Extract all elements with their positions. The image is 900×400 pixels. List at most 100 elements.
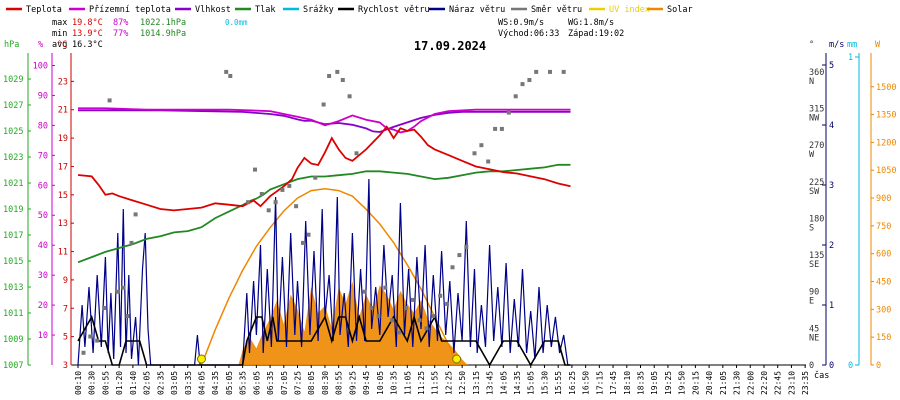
pressure-tick-label: 1021 <box>3 179 23 189</box>
direction-point <box>464 244 469 249</box>
time-tick-label: 14:35 <box>513 371 522 395</box>
direction-point <box>561 69 566 74</box>
time-tick-label: 19:50 <box>678 371 687 395</box>
left-axes: 1007100910111013101510171019102110231025… <box>3 53 74 371</box>
wind-tick-label: 0 <box>829 361 834 371</box>
time-tick-label: 13:45 <box>486 371 495 395</box>
rain-tick-label: 0 <box>848 361 853 371</box>
unit-deg: ° <box>809 40 814 50</box>
direction-point <box>340 78 345 82</box>
time-tick-label: 12:25 <box>444 371 453 395</box>
time-tick-label: 10:05 <box>376 371 385 395</box>
direction-point <box>107 98 112 103</box>
legend-label-naraz: Náraz větru <box>449 5 505 15</box>
wind-tick-label: 3 <box>829 181 834 191</box>
time-tick-label: 19:05 <box>650 371 659 395</box>
unit-hpa: hPa <box>4 40 19 50</box>
temperature-tick-label: 21 <box>58 106 68 116</box>
direction-tick-label: 45 <box>809 324 819 334</box>
direction-point <box>397 330 401 335</box>
wind-tick-label: 4 <box>829 121 834 131</box>
direction-point <box>115 289 120 294</box>
time-tick-label: 07:25 <box>294 371 303 395</box>
temperature-tick-label: 7 <box>63 304 68 314</box>
time-tick-label: 14:05 <box>499 371 508 395</box>
temperature-tick-label: 11 <box>58 248 68 258</box>
direction-point <box>438 293 443 298</box>
stats-max-label: max <box>52 18 67 28</box>
direction-point <box>486 159 491 164</box>
legend-label-tlak: Tlak <box>255 5 275 15</box>
direction-compass-label: NE <box>809 333 819 343</box>
time-tick-label: 20:15 <box>691 371 700 395</box>
legend-label-teplota: Teplota <box>26 5 62 15</box>
time-tick-label: 11:55 <box>431 371 440 395</box>
wind-sunset: Západ:19:02 <box>568 29 624 39</box>
direction-point <box>246 200 251 205</box>
direction-point <box>450 265 455 270</box>
time-tick-label: 19:25 <box>664 371 673 395</box>
time-tick-label: 09:45 <box>362 371 371 395</box>
wind-sunrise: Východ:06:33 <box>498 29 559 39</box>
unit-degc: °C <box>57 40 67 50</box>
humidity-tick-label: 30 <box>38 271 48 281</box>
time-tick-label: 17:15 <box>595 371 604 395</box>
rain-tick-label: 1 <box>848 53 853 63</box>
stats-max-rain: 0.0mm <box>225 18 248 27</box>
time-tick-label: 16:25 <box>568 371 577 395</box>
temperature-tick-label: 23 <box>58 77 68 87</box>
axis-units: hPa % °C ° m/s mm W čas <box>4 40 881 381</box>
direction-point <box>506 110 511 115</box>
direction-point <box>410 297 415 302</box>
time-tick-label: 15:55 <box>554 371 563 395</box>
direction-point <box>224 69 229 74</box>
direction-point <box>499 126 504 131</box>
time-tick-label: 22:20 <box>760 371 769 395</box>
direction-point <box>424 326 429 331</box>
solar-tick-label: 1050 <box>876 166 896 176</box>
time-tick-label: 10:35 <box>390 371 399 395</box>
time-tick-label: 00:55 <box>101 371 110 395</box>
direction-point <box>253 167 257 172</box>
teplota-line <box>77 125 571 212</box>
temperature-tick-label: 9 <box>63 276 68 286</box>
time-tick-label: 04:35 <box>211 371 220 395</box>
time-tick-label: 01:20 <box>115 371 124 395</box>
unit-time: čas <box>814 370 829 381</box>
stats-min-label: min <box>52 29 67 39</box>
humidity-tick-label: 40 <box>38 241 48 251</box>
direction-point <box>479 143 484 148</box>
vlhkost-line <box>78 109 571 133</box>
direction-point <box>527 78 532 82</box>
direction-point <box>403 306 408 310</box>
pressure-tick-label: 1017 <box>3 231 23 241</box>
direction-point <box>383 285 388 290</box>
temperature-tick-label: 13 <box>58 219 68 229</box>
time-tick-label: 08:30 <box>321 371 330 395</box>
direction-compass-label: NW <box>809 114 820 124</box>
solar-tick-label: 0 <box>876 361 881 371</box>
legend-label-uv: UV index <box>609 5 650 15</box>
stats-avg-temp: 16.3°C <box>72 40 103 50</box>
temperature-tick-label: 5 <box>63 333 68 343</box>
direction-compass-label: S <box>809 223 814 233</box>
direction-compass-label: W <box>809 150 815 160</box>
temperature-tick-label: 3 <box>63 361 68 371</box>
pressure-tick-label: 1025 <box>3 127 23 137</box>
stats-max-press: 1022.1hPa <box>140 18 186 28</box>
time-tick-label: 02:05 <box>143 371 152 395</box>
humidity-tick-label: 80 <box>38 121 48 131</box>
direction-point <box>102 306 107 310</box>
stats-min-temp: 13.9°C <box>72 29 103 39</box>
direction-point <box>129 240 134 245</box>
direction-point <box>457 253 462 258</box>
direction-point <box>548 69 552 74</box>
time-tick-label: 11:25 <box>417 371 426 395</box>
direction-tick-label: 315 <box>809 105 824 115</box>
direction-point <box>354 151 359 156</box>
humidity-tick-label: 20 <box>38 301 48 311</box>
wind-wg: WG:1.8m/s <box>568 18 614 28</box>
solar-area <box>238 281 468 365</box>
time-tick-label: 15:30 <box>540 371 549 395</box>
